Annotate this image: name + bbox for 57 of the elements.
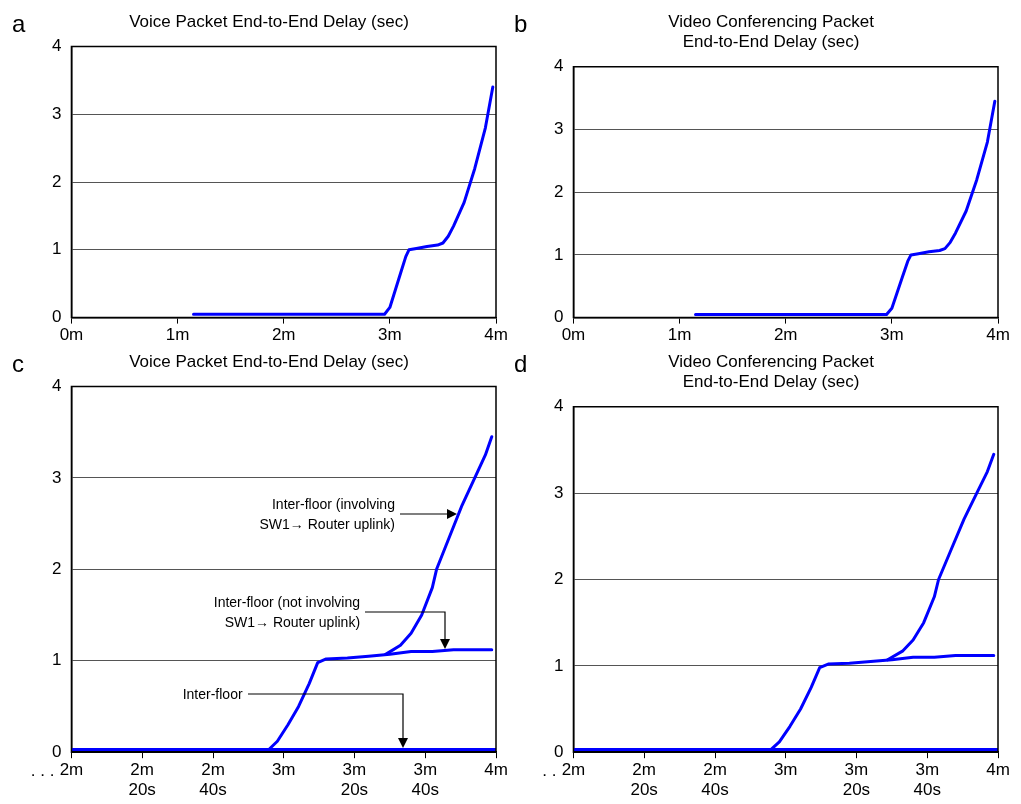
chart-title: Video Conferencing Packet End-to-End Delay (sec) [668, 11, 875, 52]
y-tick-label: 4 [553, 396, 564, 416]
x-tick-label: 3m 20s [340, 760, 369, 800]
x-tick-label: 3m 40s [411, 760, 440, 800]
y-tick-label: 2 [51, 558, 62, 578]
y-tick-label: 0 [553, 741, 564, 761]
y-tick-label: 1 [51, 239, 62, 259]
y-tick-label: 0 [553, 307, 564, 327]
annotation: Inter-floor (involving SW1→ Router uplink) [259, 495, 395, 535]
x-tick-label: 4m [986, 760, 1010, 780]
x-tick-label: 3m [880, 325, 904, 345]
annotation: Inter-floor (not involving SW1→ Router uplink) [213, 592, 361, 632]
text: c [12, 350, 24, 378]
x-tick-label: 2m [271, 325, 296, 345]
x-tick-label: 2m 40s [199, 760, 227, 800]
y-tick-label: 2 [553, 569, 564, 589]
text: a [12, 10, 26, 38]
y-tick-label: 2 [51, 171, 62, 191]
x-tick-label: 3m [773, 760, 798, 780]
y-tick-label: 0 [51, 307, 62, 327]
y-tick-label: 3 [51, 467, 62, 487]
text: . . . [30, 761, 55, 782]
x-tick-label: 0m [561, 325, 586, 345]
y-tick-label: 4 [51, 36, 62, 56]
x-tick-label: 3m [271, 760, 296, 780]
chart-title: Voice Packet End-to-End Delay (sec) [129, 351, 409, 371]
x-tick-label: 3m [378, 325, 402, 345]
x-tick-label: 4m [484, 325, 508, 345]
chart-title: Voice Packet End-to-End Delay (sec) [129, 11, 409, 31]
x-tick-label: 2m [773, 325, 798, 345]
y-tick-label: 4 [51, 376, 62, 396]
text: b [514, 10, 528, 38]
x-tick-label: 4m [986, 325, 1010, 345]
x-tick-label: 2m 20s [630, 760, 658, 800]
y-tick-label: 1 [553, 655, 564, 675]
y-tick-label: 2 [553, 181, 564, 201]
y-tick-label: 3 [51, 103, 62, 123]
chart-title: Video Conferencing Packet End-to-End Delay (sec) [668, 351, 875, 392]
x-tick-label: 0m [59, 325, 84, 345]
y-tick-label: 4 [553, 56, 564, 76]
annotation: Inter-floor [182, 685, 243, 705]
x-tick-label: 2m 40s [701, 760, 729, 800]
x-tick-label: 3m 20s [842, 760, 871, 800]
y-tick-label: 1 [51, 650, 62, 670]
y-tick-label: 0 [51, 741, 62, 761]
x-tick-label: 2m [59, 760, 84, 780]
x-tick-label: 4m [484, 760, 508, 780]
x-tick-label: 1m [165, 325, 190, 345]
x-tick-label: 2m 20s [128, 760, 156, 800]
y-tick-label: 1 [553, 244, 564, 264]
x-tick-label: 2m [561, 760, 586, 780]
y-tick-label: 3 [553, 482, 564, 502]
x-tick-label: 3m 40s [913, 760, 942, 800]
y-tick-label: 3 [553, 119, 564, 139]
text: d [514, 350, 528, 378]
text: . . [542, 761, 557, 782]
x-tick-label: 1m [667, 325, 692, 345]
